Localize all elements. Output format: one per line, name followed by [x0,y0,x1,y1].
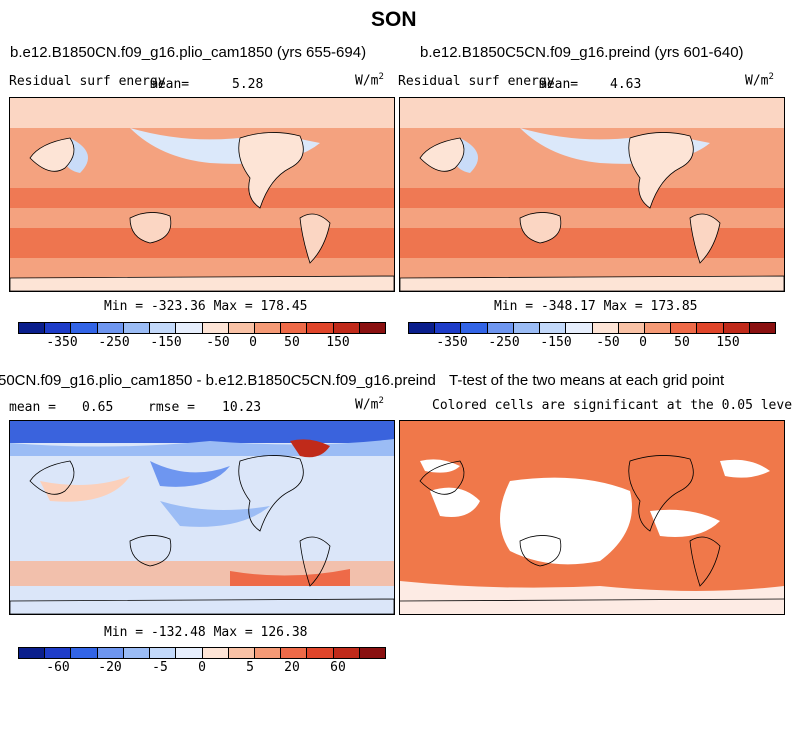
tick-label: 60 [330,660,346,675]
tick-label: 5 [246,660,254,675]
panel3-colorbar-ticks: -60 -20 -5 5 0 20 60 [18,660,384,676]
tick-label: 0 [249,335,257,350]
panel1-colorbar [18,322,386,334]
panel3-rmse-label: rmse = [148,400,195,415]
panel2-colorbar [408,322,776,334]
panel3-title: 50CN.f09_g16.plio_cam1850 - b.e12.B1850C… [0,372,436,389]
panel2-mean-label: mean= [539,77,579,92]
tick-label: -250 [488,335,520,350]
panel1-colorbar-ticks: -350 -250 -150 -50 0 50 150 [18,335,384,351]
tick-label: -150 [540,335,572,350]
tick-label: 20 [284,660,300,675]
panel1-minmax: Min = -323.36 Max = 178.45 [104,299,308,314]
tick-label: -350 [46,335,78,350]
tick-label: -250 [98,335,130,350]
tick-label: -150 [150,335,182,350]
panel1-map [9,97,395,292]
panel2-minmax: Min = -348.17 Max = 173.85 [494,299,698,314]
panel2-units: W/m2 [745,72,774,89]
panel3-units: W/m2 [355,396,384,413]
tick-label: 0 [639,335,647,350]
panel1-units: W/m2 [355,72,384,89]
panel3-minmax: Min = -132.48 Max = 126.38 [104,625,308,640]
tick-label: 50 [284,335,300,350]
panel3-map [9,420,395,615]
tick-label: 150 [326,335,350,350]
tick-label: -350 [436,335,468,350]
tick-label: 0 [198,660,206,675]
panel1-variable-label: Residual surf energy [9,74,166,89]
panel2-map [399,97,785,292]
panel2-colorbar-ticks: -350 -250 -150 -50 0 50 150 [408,335,774,351]
tick-label: -50 [206,335,230,350]
panel3-rmse-value: 10.23 [222,400,262,415]
panel3-colorbar [18,647,386,659]
tick-label: -60 [46,660,70,675]
panel1-title: b.e12.B1850CN.f09_g16.plio_cam1850 (yrs … [10,44,367,61]
panel2-mean-value: 4.63 [610,77,642,92]
tick-label: -20 [98,660,122,675]
panel3-mean-value: 0.65 [82,400,114,415]
panel1-mean-value: 5.28 [232,77,264,92]
page-title: SON [371,8,417,31]
tick-label: -5 [152,660,168,675]
panel4-title: T-test of the two means at each grid poi… [449,372,725,389]
panel4-subtitle: Colored cells are significant at the 0.0… [432,398,792,413]
panel4-map [399,420,785,615]
tick-label: 150 [716,335,740,350]
panel2-variable-label: Residual surf energy [398,74,555,89]
tick-label: 50 [674,335,690,350]
panel1-mean-label: mean= [150,77,190,92]
tick-label: -50 [596,335,620,350]
panel2-title: b.e12.B1850C5CN.f09_g16.preind (yrs 601-… [420,44,744,61]
panel3-mean-label: mean = [9,400,56,415]
